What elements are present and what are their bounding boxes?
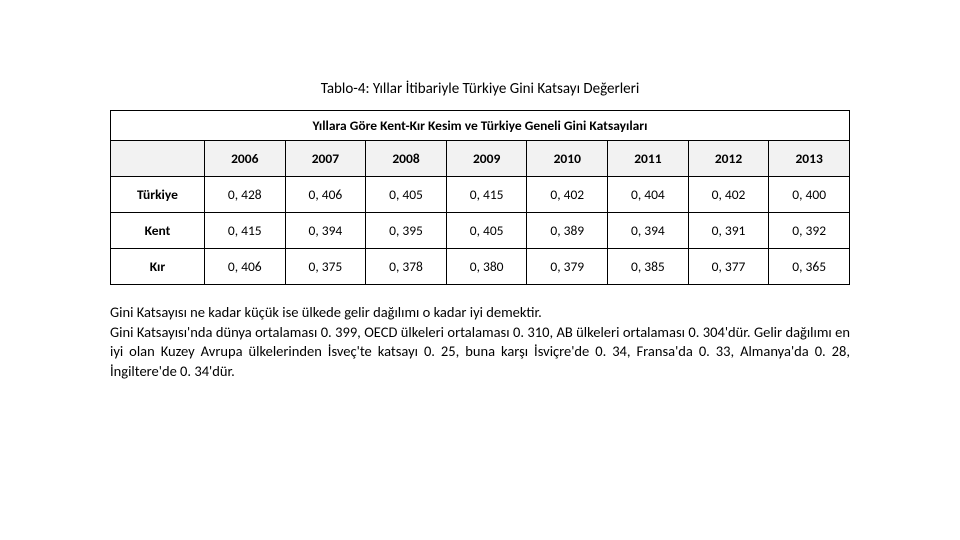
cell: 0, 392 bbox=[769, 213, 850, 249]
year-col: 2009 bbox=[446, 141, 527, 177]
cell: 0, 428 bbox=[204, 177, 285, 213]
year-col: 2010 bbox=[527, 141, 608, 177]
cell: 0, 380 bbox=[446, 249, 527, 285]
table-title-row: Yıllara Göre Kent-Kır Kesim ve Türkiye G… bbox=[111, 111, 850, 141]
year-col: 2013 bbox=[769, 141, 850, 177]
cell: 0, 405 bbox=[446, 213, 527, 249]
blank-corner bbox=[111, 141, 205, 177]
cell: 0, 395 bbox=[366, 213, 447, 249]
year-header-row: 2006 2007 2008 2009 2010 2011 2012 2013 bbox=[111, 141, 850, 177]
cell: 0, 406 bbox=[204, 249, 285, 285]
cell: 0, 400 bbox=[769, 177, 850, 213]
cell: 0, 389 bbox=[527, 213, 608, 249]
note-line-1: Gini Katsayısı ne kadar küçük ise ülkede… bbox=[110, 303, 850, 323]
gini-table: Yıllara Göre Kent-Kır Kesim ve Türkiye G… bbox=[110, 110, 850, 285]
cell: 0, 379 bbox=[527, 249, 608, 285]
cell: 0, 375 bbox=[285, 249, 366, 285]
cell: 0, 391 bbox=[688, 213, 769, 249]
note-line-2: Gini Katsayısı'nda dünya ortalaması 0. 3… bbox=[110, 323, 850, 382]
cell: 0, 402 bbox=[688, 177, 769, 213]
cell: 0, 415 bbox=[204, 213, 285, 249]
table-row: Kent 0, 415 0, 394 0, 395 0, 405 0, 389 … bbox=[111, 213, 850, 249]
notes-block: Gini Katsayısı ne kadar küçük ise ülkede… bbox=[110, 303, 850, 381]
table-row: Kır 0, 406 0, 375 0, 378 0, 380 0, 379 0… bbox=[111, 249, 850, 285]
cell: 0, 365 bbox=[769, 249, 850, 285]
cell: 0, 394 bbox=[285, 213, 366, 249]
row-label-turkiye: Türkiye bbox=[111, 177, 205, 213]
cell: 0, 378 bbox=[366, 249, 447, 285]
year-col: 2011 bbox=[608, 141, 689, 177]
cell: 0, 402 bbox=[527, 177, 608, 213]
year-col: 2007 bbox=[285, 141, 366, 177]
cell: 0, 406 bbox=[285, 177, 366, 213]
table-caption: Tablo-4: Yıllar İtibariyle Türkiye Gini … bbox=[110, 80, 850, 98]
row-label-kir: Kır bbox=[111, 249, 205, 285]
cell: 0, 405 bbox=[366, 177, 447, 213]
cell: 0, 415 bbox=[446, 177, 527, 213]
table-title: Yıllara Göre Kent-Kır Kesim ve Türkiye G… bbox=[111, 111, 850, 141]
year-col: 2006 bbox=[204, 141, 285, 177]
cell: 0, 377 bbox=[688, 249, 769, 285]
row-label-kent: Kent bbox=[111, 213, 205, 249]
year-col: 2008 bbox=[366, 141, 447, 177]
year-col: 2012 bbox=[688, 141, 769, 177]
cell: 0, 394 bbox=[608, 213, 689, 249]
cell: 0, 385 bbox=[608, 249, 689, 285]
table-row: Türkiye 0, 428 0, 406 0, 405 0, 415 0, 4… bbox=[111, 177, 850, 213]
cell: 0, 404 bbox=[608, 177, 689, 213]
